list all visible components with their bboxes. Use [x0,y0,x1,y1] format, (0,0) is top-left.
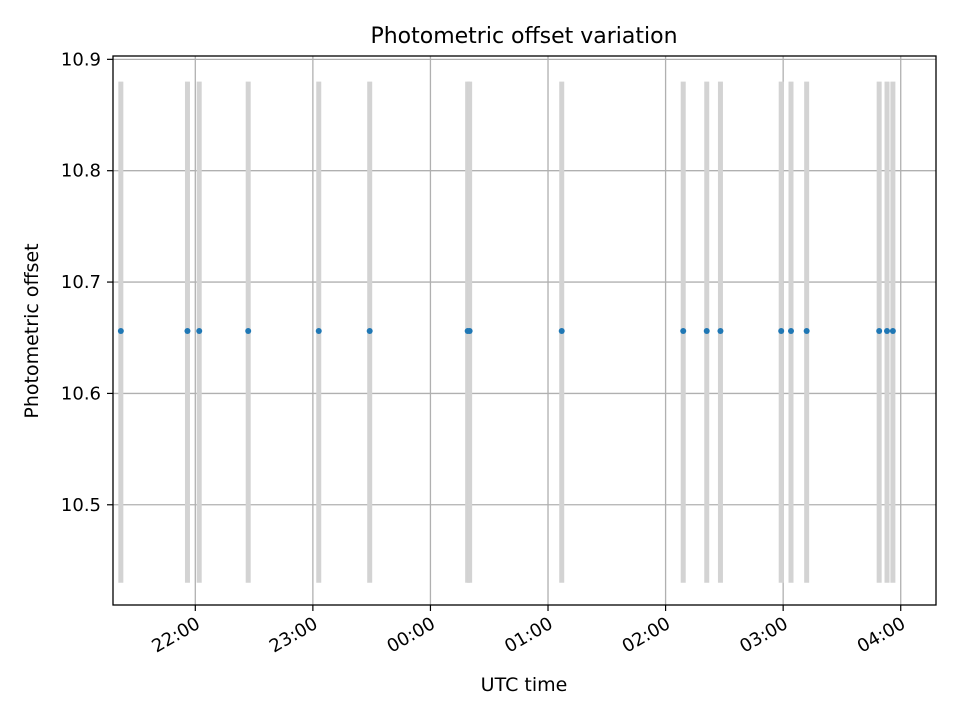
data-point [778,328,785,335]
data-point [315,328,322,335]
data-point [703,328,710,335]
data-point [184,328,191,335]
data-point [889,328,896,335]
data-point [117,328,124,335]
x-axis-label: UTC time [481,674,568,696]
y-tick-label: 10.7 [61,272,101,293]
data-point [466,328,473,335]
y-axis: 10.5 10.6 10.7 10.8 10.9 [61,49,113,516]
data-point [558,328,565,335]
data-point [884,328,891,335]
y-tick-label: 10.6 [61,383,101,404]
data-points [117,328,896,335]
y-tick-label: 10.5 [61,495,101,516]
data-point [366,328,373,335]
chart-title: Photometric offset variation [370,24,677,49]
data-point [803,328,810,335]
data-point [245,328,252,335]
data-point [876,328,883,335]
plot-frame [112,55,937,606]
data-point [196,328,203,335]
y-tick-label: 10.9 [61,49,101,70]
y-axis-label: Photometric offset [21,243,43,418]
data-point [717,328,724,335]
data-point [680,328,687,335]
data-point [787,328,794,335]
y-tick-label: 10.8 [61,161,101,182]
